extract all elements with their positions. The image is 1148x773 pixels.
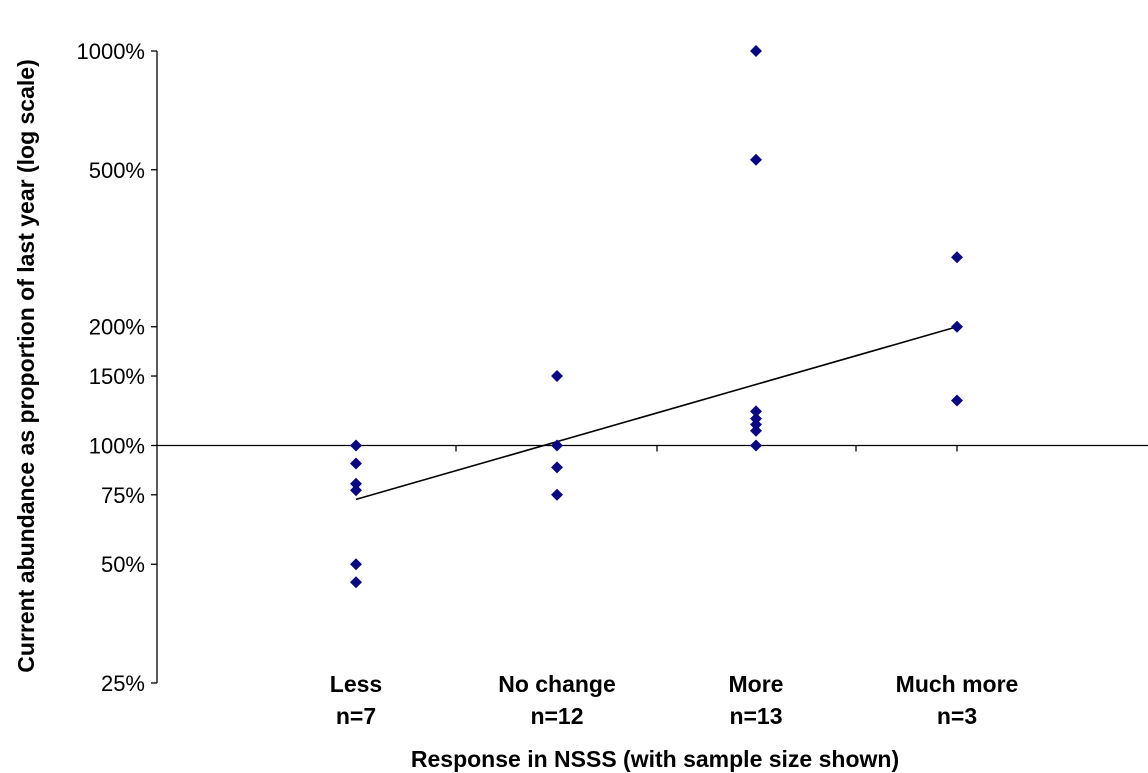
y-tick-label: 1000% (76, 39, 145, 64)
data-point-diamond (350, 576, 362, 589)
x-category-label: Much more (896, 671, 1019, 697)
y-axis: 25% 50% 75% 100% 150% 200% 500% 1000% (76, 39, 158, 696)
y-tick-label: 150% (89, 364, 145, 389)
data-point-diamond (551, 488, 563, 501)
x-category-label: Less (330, 671, 382, 697)
data-point-diamond (750, 418, 762, 431)
data-point-diamond (750, 405, 762, 418)
data-point-diamond (551, 370, 563, 383)
data-point-diamond (350, 477, 362, 490)
y-axis-title: Current abundance as proportion of last … (13, 59, 39, 672)
y-tick-label: 100% (89, 433, 145, 458)
data-point-diamond (350, 484, 362, 497)
data-point-diamond (350, 457, 362, 470)
x-category-label: No change (498, 671, 616, 697)
data-point-diamond (750, 45, 762, 57)
data-point-diamond (350, 558, 362, 571)
x-category-label: More (729, 671, 784, 697)
data-point-diamond (551, 461, 563, 474)
data-point-diamond (551, 439, 563, 452)
y-tick-label: 50% (101, 552, 145, 577)
trendline (355, 325, 958, 501)
x-category-sample-size: n=7 (336, 703, 376, 729)
data-points (350, 45, 963, 589)
y-tick-label: 500% (89, 158, 145, 183)
trendline-layer (355, 325, 958, 501)
x-category-sample-size: n=12 (530, 703, 583, 729)
data-point-diamond (951, 394, 963, 407)
y-tick-label: 200% (89, 315, 145, 340)
data-point-diamond (750, 424, 762, 437)
x-category-sample-size: n=13 (729, 703, 782, 729)
data-point-diamond (750, 439, 762, 452)
data-point-diamond (951, 320, 963, 333)
y-tick-label: 25% (101, 671, 145, 696)
x-axis: Less n=7 No change n=12 More n=13 Much more n=3 (157, 444, 1148, 729)
data-point-diamond (350, 439, 362, 452)
data-point-diamond (750, 153, 762, 166)
y-tick-label: 75% (101, 483, 145, 508)
data-point-diamond (951, 251, 963, 264)
x-axis-title: Response in NSSS (with sample size shown… (411, 746, 899, 772)
x-category-sample-size: n=3 (937, 703, 977, 729)
